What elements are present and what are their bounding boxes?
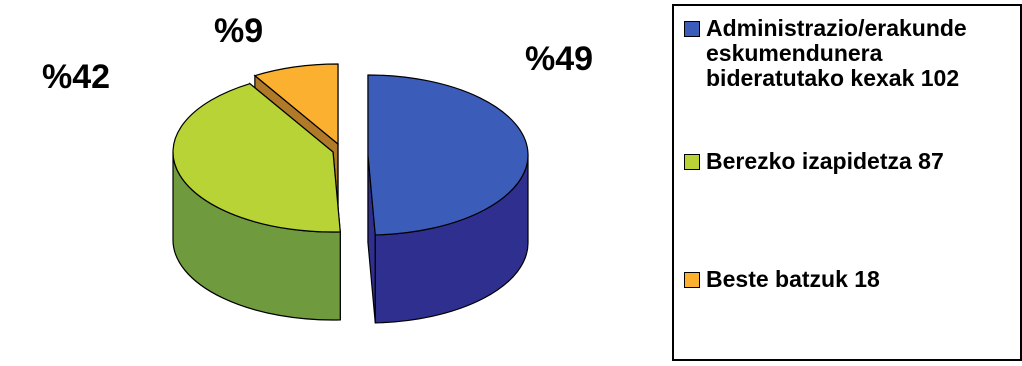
legend-label-beste: Beste batzuk 18 — [706, 266, 880, 292]
legend-label-administrazio: Administrazio/erakunde eskumendunera bid… — [706, 15, 967, 91]
pie-chart-svg: %49 %42 %9 — [42, 12, 593, 324]
pie-label-0: %49 — [525, 40, 593, 78]
legend-item-beste: Beste batzuk 18 — [684, 267, 1011, 292]
pie-slice-2-top — [253, 63, 339, 146]
legend-item-berezko: Berezko izapidetza 87 — [684, 149, 1011, 174]
legend-item-administrazio: Administrazio/erakunde eskumendunera bid… — [684, 16, 1011, 91]
pie-slice-1-top — [172, 82, 341, 233]
legend-swatch-administrazio — [684, 21, 700, 37]
legend-swatch-beste — [684, 272, 700, 288]
pie-slice-0-top — [367, 74, 529, 236]
pie-label-2: %9 — [214, 12, 263, 50]
pie-slice-0 — [367, 74, 529, 324]
legend-label-berezko: Berezko izapidetza 87 — [706, 148, 944, 174]
legend: Administrazio/erakunde eskumendunera bid… — [672, 4, 1022, 361]
legend-swatch-berezko — [684, 154, 700, 170]
pie-label-1: %42 — [42, 58, 110, 96]
pie-slice-1 — [172, 82, 341, 321]
